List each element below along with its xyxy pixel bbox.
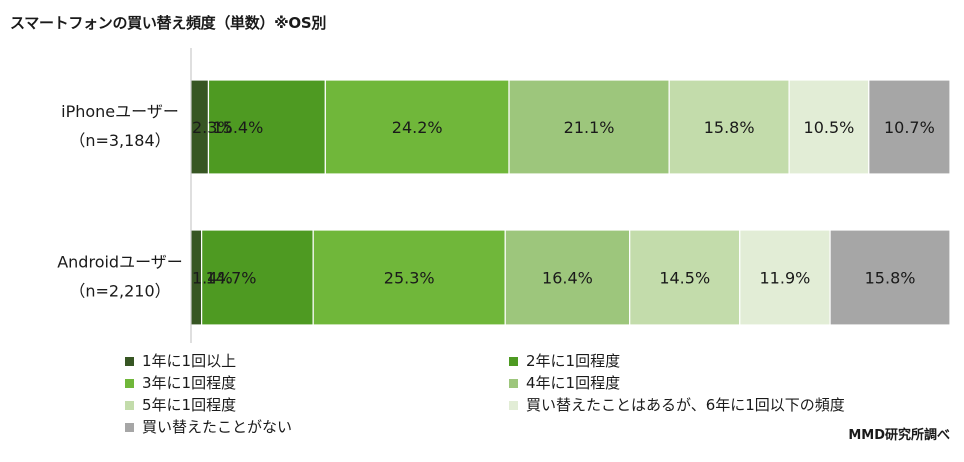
legend-swatch <box>509 379 518 388</box>
bar-segment <box>201 229 314 326</box>
legend-label: 3年に1回程度 <box>142 374 237 392</box>
bar-segment <box>739 229 831 326</box>
legend-label: 2年に1回程度 <box>526 352 621 370</box>
category-labels: iPhoneユーザー （n=3,184） Androidユーザー （n=2,210） <box>57 102 183 301</box>
legend: 1年に1回以上 2年に1回程度 3年に1回程度 4年に1回程度 5年に1回程度 買い替えた… <box>125 352 885 437</box>
data-label: 15.8% <box>865 269 916 288</box>
data-label: 25.3% <box>384 269 435 288</box>
data-label: 10.5% <box>804 118 855 137</box>
data-label: 16.4% <box>542 269 593 288</box>
bar-segment <box>207 79 326 175</box>
legend-item: 5年に1回程度 <box>125 396 509 415</box>
data-label: 21.1% <box>564 118 615 137</box>
bar-segment <box>508 79 670 175</box>
category-n-label: （n=3,184） <box>69 131 170 150</box>
legend-swatch <box>125 423 134 432</box>
category-n-label: （n=2,210） <box>69 282 170 301</box>
legend-swatch <box>125 379 134 388</box>
data-label: 14.7% <box>206 269 257 288</box>
legend-label: 買い替えたことがない <box>142 418 293 436</box>
legend-swatch <box>509 401 518 410</box>
data-label: 11.9% <box>760 269 811 288</box>
legend-item: 1年に1回以上 <box>125 352 509 371</box>
legend-item: 買い替えたことがない <box>125 418 509 437</box>
chart-title: スマートフォンの買い替え頻度（単数）※OS別 <box>10 14 327 32</box>
data-label: 15.4% <box>212 118 263 137</box>
bar-segment <box>668 79 790 175</box>
data-label: 15.8% <box>704 118 755 137</box>
legend-label: 4年に1回程度 <box>526 374 621 392</box>
bar-segment <box>788 79 870 175</box>
legend-label: 5年に1回程度 <box>142 396 237 414</box>
bar-segment <box>868 79 951 175</box>
category-label: iPhoneユーザー <box>61 102 179 121</box>
legend-item: 買い替えたことはあるが、6年に1回以下の頻度 <box>509 396 885 415</box>
legend-label: 買い替えたことはあるが、6年に1回以下の頻度 <box>526 396 845 414</box>
bar-segment <box>829 229 951 326</box>
legend-label: 1年に1回以上 <box>142 352 237 370</box>
stacked-bar-chart: 2.3%15.4% 24.2% 21.1% 15.8% 10.5% 10.7%1.4%14… <box>57 48 951 343</box>
legend-item: 2年に1回程度 <box>509 352 885 371</box>
bar-segment <box>312 229 506 326</box>
legend-swatch <box>125 357 134 366</box>
data-label: 2.3% <box>192 118 233 137</box>
legend-item: 3年に1回程度 <box>125 374 509 393</box>
bar-segment <box>504 229 631 326</box>
legend-item: 4年に1回程度 <box>509 374 885 393</box>
data-label: 1.4% <box>192 269 233 288</box>
data-label: 24.2% <box>392 118 443 137</box>
bars-layer: 2.3%15.4% 24.2% 21.1% 15.8% 10.5% 10.7%1.4%14… <box>190 79 951 326</box>
category-label: Androidユーザー <box>57 253 183 272</box>
legend-swatch <box>125 401 134 410</box>
legend-swatch <box>509 357 518 366</box>
data-label: 10.7% <box>884 118 935 137</box>
data-label: 14.5% <box>659 269 710 288</box>
source-note: MMD研究所調べ <box>848 428 950 443</box>
